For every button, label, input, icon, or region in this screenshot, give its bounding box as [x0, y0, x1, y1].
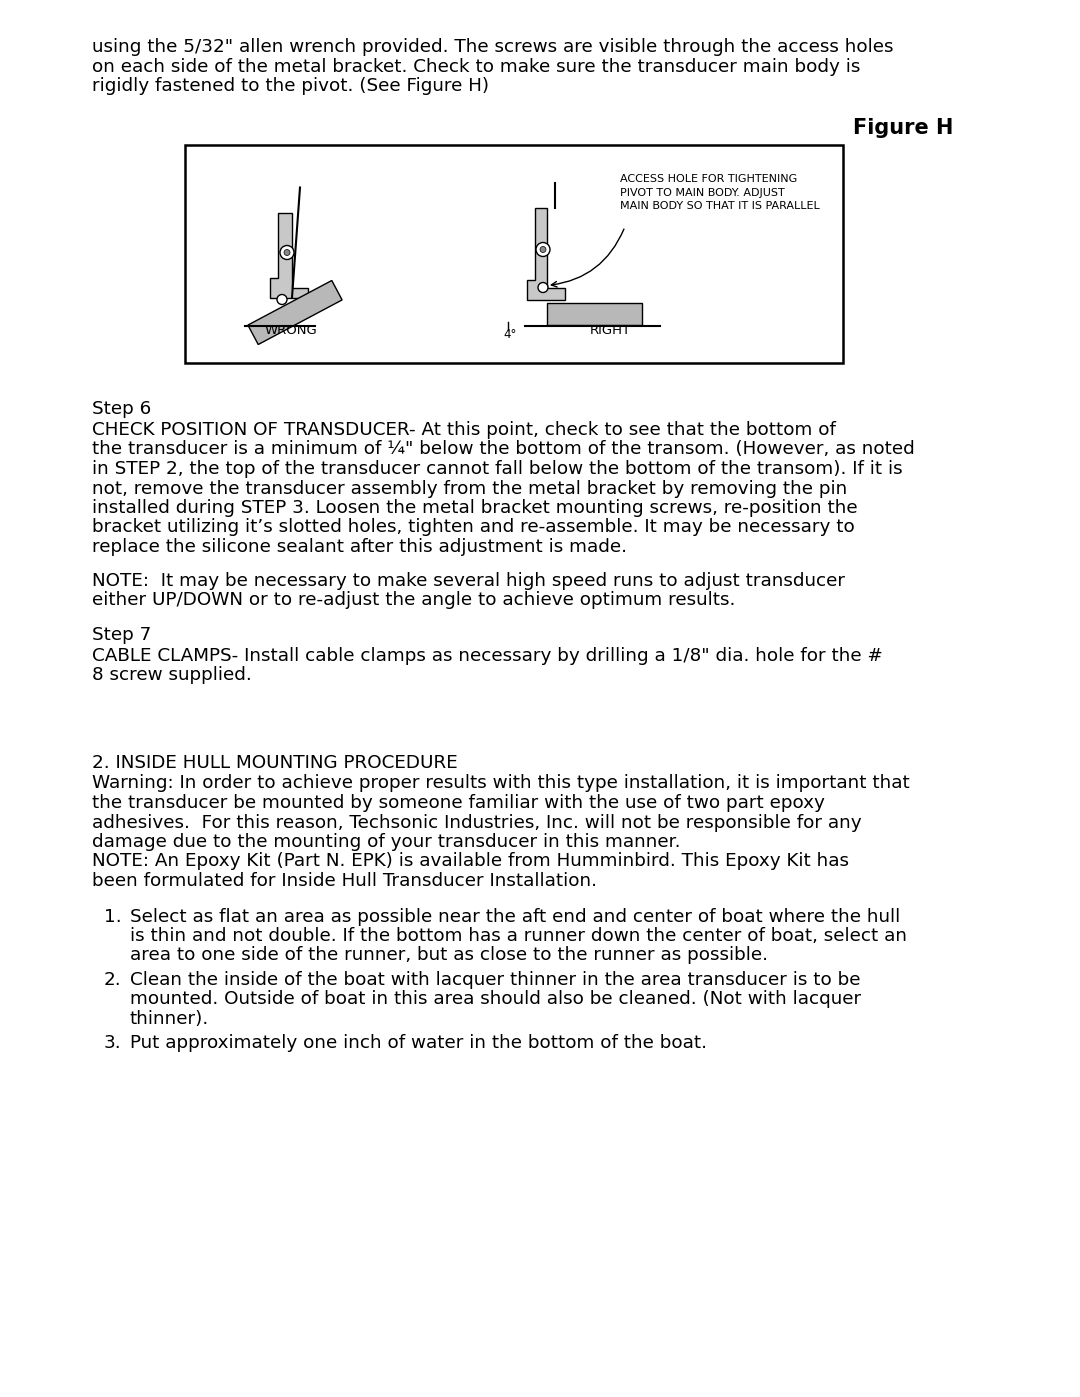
- Polygon shape: [248, 281, 342, 345]
- Text: installed during STEP 3. Loosen the metal bracket mounting screws, re-position t: installed during STEP 3. Loosen the meta…: [92, 499, 858, 517]
- Text: adhesives.  For this reason, Techsonic Industries, Inc. will not be responsible : adhesives. For this reason, Techsonic In…: [92, 813, 862, 831]
- Text: thinner).: thinner).: [130, 1010, 210, 1028]
- Text: CABLE CLAMPS- Install cable clamps as necessary by drilling a 1/8" dia. hole for: CABLE CLAMPS- Install cable clamps as ne…: [92, 647, 882, 665]
- Circle shape: [538, 282, 548, 292]
- Text: ACCESS HOLE FOR TIGHTENING
PIVOT TO MAIN BODY. ADJUST
MAIN BODY SO THAT IT IS PA: ACCESS HOLE FOR TIGHTENING PIVOT TO MAIN…: [620, 175, 820, 211]
- Text: NOTE: An Epoxy Kit (Part N. EPK) is available from Humminbird. This Epoxy Kit ha: NOTE: An Epoxy Kit (Part N. EPK) is avai…: [92, 852, 849, 870]
- Text: area to one side of the runner, but as close to the runner as possible.: area to one side of the runner, but as c…: [130, 947, 768, 964]
- Text: the transducer be mounted by someone familiar with the use of two part epoxy: the transducer be mounted by someone fam…: [92, 793, 825, 812]
- Text: Step 7: Step 7: [92, 626, 151, 644]
- Text: WRONG: WRONG: [265, 324, 318, 338]
- Polygon shape: [527, 208, 565, 299]
- Text: 2. INSIDE HULL MOUNTING PROCEDURE: 2. INSIDE HULL MOUNTING PROCEDURE: [92, 754, 458, 773]
- Text: the transducer is a minimum of ¼" below the bottom of the transom. (However, as : the transducer is a minimum of ¼" below …: [92, 440, 915, 458]
- Text: RIGHT: RIGHT: [590, 324, 631, 338]
- Text: on each side of the metal bracket. Check to make sure the transducer main body i: on each side of the metal bracket. Check…: [92, 57, 861, 75]
- Text: damage due to the mounting of your transducer in this manner.: damage due to the mounting of your trans…: [92, 833, 680, 851]
- Text: 8 screw supplied.: 8 screw supplied.: [92, 666, 252, 685]
- Text: in STEP 2, the top of the transducer cannot fall below the bottom of the transom: in STEP 2, the top of the transducer can…: [92, 460, 903, 478]
- Text: 1.: 1.: [104, 908, 122, 925]
- Text: 3.: 3.: [104, 1035, 122, 1052]
- Text: bracket utilizing it’s slotted holes, tighten and re-assemble. It may be necessa: bracket utilizing it’s slotted holes, ti…: [92, 518, 854, 536]
- Bar: [185, 144, 843, 362]
- Circle shape: [284, 250, 291, 256]
- Text: is thin and not double. If the bottom has a runner down the center of boat, sele: is thin and not double. If the bottom ha…: [130, 928, 907, 944]
- Text: Put approximately one inch of water in the bottom of the boat.: Put approximately one inch of water in t…: [130, 1035, 707, 1052]
- Polygon shape: [270, 212, 308, 298]
- Circle shape: [276, 295, 287, 305]
- Circle shape: [280, 246, 294, 260]
- Circle shape: [536, 243, 550, 257]
- Text: mounted. Outside of boat in this area should also be cleaned. (Not with lacquer: mounted. Outside of boat in this area sh…: [130, 990, 861, 1009]
- Text: Step 6: Step 6: [92, 401, 151, 419]
- Text: Clean the inside of the boat with lacquer thinner in the area transducer is to b: Clean the inside of the boat with lacque…: [130, 971, 861, 989]
- Text: been formulated for Inside Hull Transducer Installation.: been formulated for Inside Hull Transduc…: [92, 872, 597, 890]
- Circle shape: [540, 246, 546, 253]
- Text: rigidly fastened to the pivot. (See Figure H): rigidly fastened to the pivot. (See Figu…: [92, 77, 489, 95]
- Text: Select as flat an area as possible near the aft end and center of boat where the: Select as flat an area as possible near …: [130, 908, 901, 925]
- Text: Warning: In order to achieve proper results with this type installation, it is i: Warning: In order to achieve proper resu…: [92, 774, 909, 792]
- Text: NOTE:  It may be necessary to make several high speed runs to adjust transducer: NOTE: It may be necessary to make severa…: [92, 571, 845, 590]
- Text: replace the silicone sealant after this adjustment is made.: replace the silicone sealant after this …: [92, 538, 627, 556]
- Text: using the 5/32" allen wrench provided. The screws are visible through the access: using the 5/32" allen wrench provided. T…: [92, 38, 893, 56]
- Bar: [546, 303, 642, 324]
- Text: not, remove the transducer assembly from the metal bracket by removing the pin: not, remove the transducer assembly from…: [92, 479, 847, 497]
- Text: Figure H: Figure H: [853, 119, 954, 138]
- Text: 2.: 2.: [104, 971, 122, 989]
- Text: 4°: 4°: [503, 327, 516, 341]
- Text: either UP/DOWN or to re-adjust the angle to achieve optimum results.: either UP/DOWN or to re-adjust the angle…: [92, 591, 735, 609]
- Text: CHECK POSITION OF TRANSDUCER- At this point, check to see that the bottom of: CHECK POSITION OF TRANSDUCER- At this po…: [92, 420, 836, 439]
